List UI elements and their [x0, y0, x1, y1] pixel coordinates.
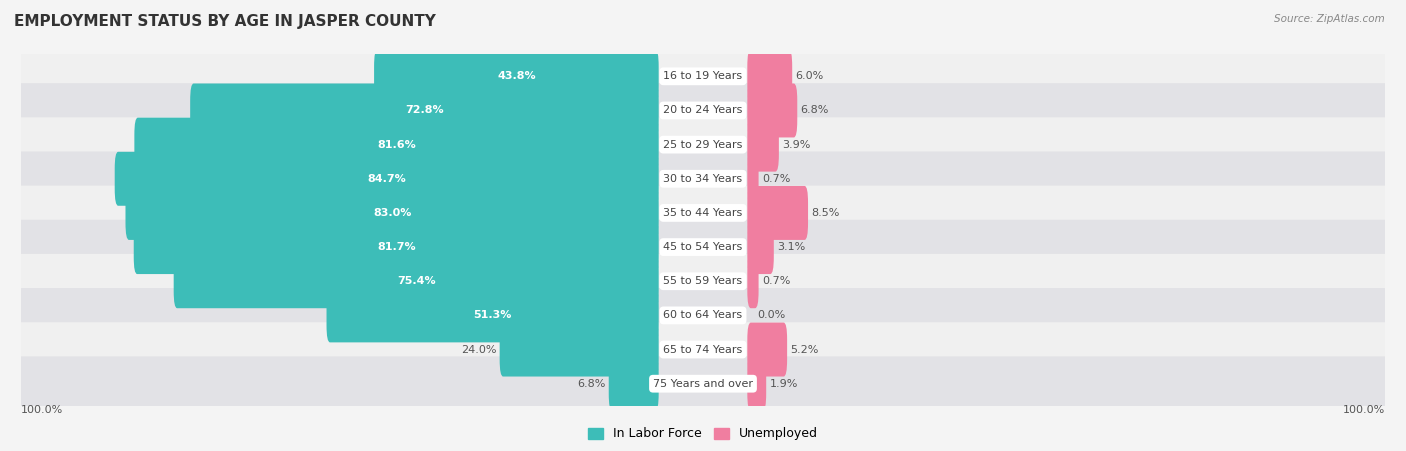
FancyBboxPatch shape — [748, 152, 759, 206]
FancyBboxPatch shape — [20, 152, 1386, 206]
Text: 5.2%: 5.2% — [790, 345, 818, 354]
Text: EMPLOYMENT STATUS BY AGE IN JASPER COUNTY: EMPLOYMENT STATUS BY AGE IN JASPER COUNT… — [14, 14, 436, 28]
Text: 0.7%: 0.7% — [762, 276, 790, 286]
Text: 3.9%: 3.9% — [782, 140, 811, 150]
Text: 6.8%: 6.8% — [576, 379, 606, 389]
Text: 24.0%: 24.0% — [461, 345, 496, 354]
Text: 72.8%: 72.8% — [405, 106, 444, 115]
FancyBboxPatch shape — [20, 117, 1386, 172]
FancyBboxPatch shape — [20, 322, 1386, 377]
FancyBboxPatch shape — [174, 254, 658, 308]
FancyBboxPatch shape — [748, 220, 773, 274]
Text: 45 to 54 Years: 45 to 54 Years — [664, 242, 742, 252]
Text: 60 to 64 Years: 60 to 64 Years — [664, 310, 742, 320]
FancyBboxPatch shape — [499, 322, 658, 377]
Text: 6.8%: 6.8% — [800, 106, 830, 115]
Text: 35 to 44 Years: 35 to 44 Years — [664, 208, 742, 218]
Text: 55 to 59 Years: 55 to 59 Years — [664, 276, 742, 286]
FancyBboxPatch shape — [135, 118, 658, 172]
Text: 75.4%: 75.4% — [396, 276, 436, 286]
FancyBboxPatch shape — [748, 49, 792, 103]
Text: 30 to 34 Years: 30 to 34 Years — [664, 174, 742, 184]
Text: Source: ZipAtlas.com: Source: ZipAtlas.com — [1274, 14, 1385, 23]
Text: 16 to 19 Years: 16 to 19 Years — [664, 71, 742, 81]
FancyBboxPatch shape — [748, 118, 779, 172]
FancyBboxPatch shape — [748, 322, 787, 377]
FancyBboxPatch shape — [20, 186, 1386, 240]
FancyBboxPatch shape — [20, 83, 1386, 138]
FancyBboxPatch shape — [134, 220, 658, 274]
FancyBboxPatch shape — [748, 357, 766, 411]
Text: 6.0%: 6.0% — [796, 71, 824, 81]
FancyBboxPatch shape — [20, 49, 1386, 104]
FancyBboxPatch shape — [20, 356, 1386, 411]
FancyBboxPatch shape — [609, 357, 658, 411]
Text: 100.0%: 100.0% — [21, 405, 63, 415]
Text: 83.0%: 83.0% — [373, 208, 412, 218]
Text: 51.3%: 51.3% — [474, 310, 512, 320]
FancyBboxPatch shape — [748, 254, 759, 308]
FancyBboxPatch shape — [374, 49, 658, 103]
FancyBboxPatch shape — [748, 83, 797, 138]
Text: 8.5%: 8.5% — [811, 208, 839, 218]
FancyBboxPatch shape — [748, 186, 808, 240]
Text: 81.7%: 81.7% — [377, 242, 416, 252]
Text: 65 to 74 Years: 65 to 74 Years — [664, 345, 742, 354]
Text: 81.6%: 81.6% — [377, 140, 416, 150]
Text: 25 to 29 Years: 25 to 29 Years — [664, 140, 742, 150]
Text: 3.1%: 3.1% — [778, 242, 806, 252]
FancyBboxPatch shape — [326, 288, 658, 342]
Text: 43.8%: 43.8% — [498, 71, 536, 81]
FancyBboxPatch shape — [20, 254, 1386, 308]
FancyBboxPatch shape — [190, 83, 658, 138]
Text: 75 Years and over: 75 Years and over — [652, 379, 754, 389]
FancyBboxPatch shape — [20, 220, 1386, 274]
Legend: In Labor Force, Unemployed: In Labor Force, Unemployed — [583, 423, 823, 446]
Text: 1.9%: 1.9% — [769, 379, 799, 389]
Text: 100.0%: 100.0% — [1343, 405, 1385, 415]
Text: 0.7%: 0.7% — [762, 174, 790, 184]
Text: 0.0%: 0.0% — [758, 310, 786, 320]
FancyBboxPatch shape — [20, 288, 1386, 343]
FancyBboxPatch shape — [125, 186, 658, 240]
Text: 84.7%: 84.7% — [367, 174, 406, 184]
Text: 20 to 24 Years: 20 to 24 Years — [664, 106, 742, 115]
FancyBboxPatch shape — [115, 152, 658, 206]
